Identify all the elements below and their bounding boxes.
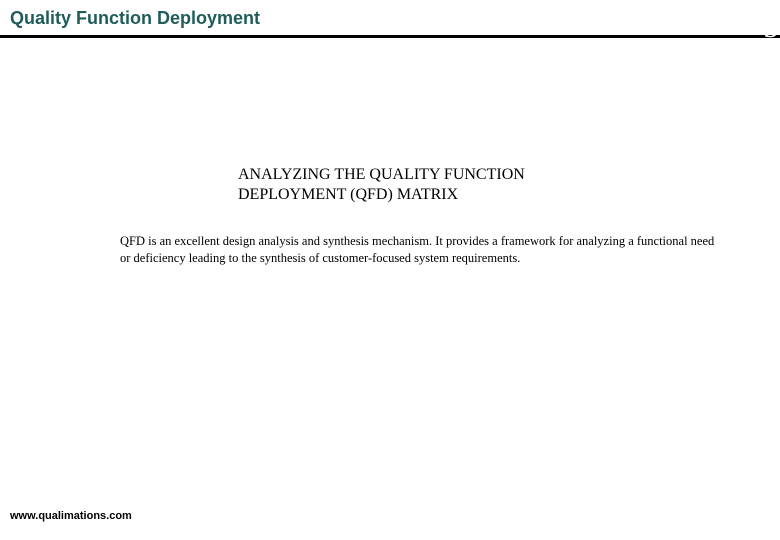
body-paragraph: QFD is an excellent design analysis and …: [120, 233, 720, 267]
footer-url: www.qualimations.com: [10, 510, 132, 522]
decor-s-letter: S: [765, 14, 779, 44]
section-title: ANALYZING THE QUALITY FUNCTION DEPLOYMEN…: [238, 165, 578, 205]
content-area: ANALYZING THE QUALITY FUNCTION DEPLOYMEN…: [0, 165, 780, 267]
slide-header: Quality Function Deployment: [0, 0, 780, 35]
header-rule: [0, 35, 780, 38]
page-title: Quality Function Deployment: [10, 8, 780, 29]
